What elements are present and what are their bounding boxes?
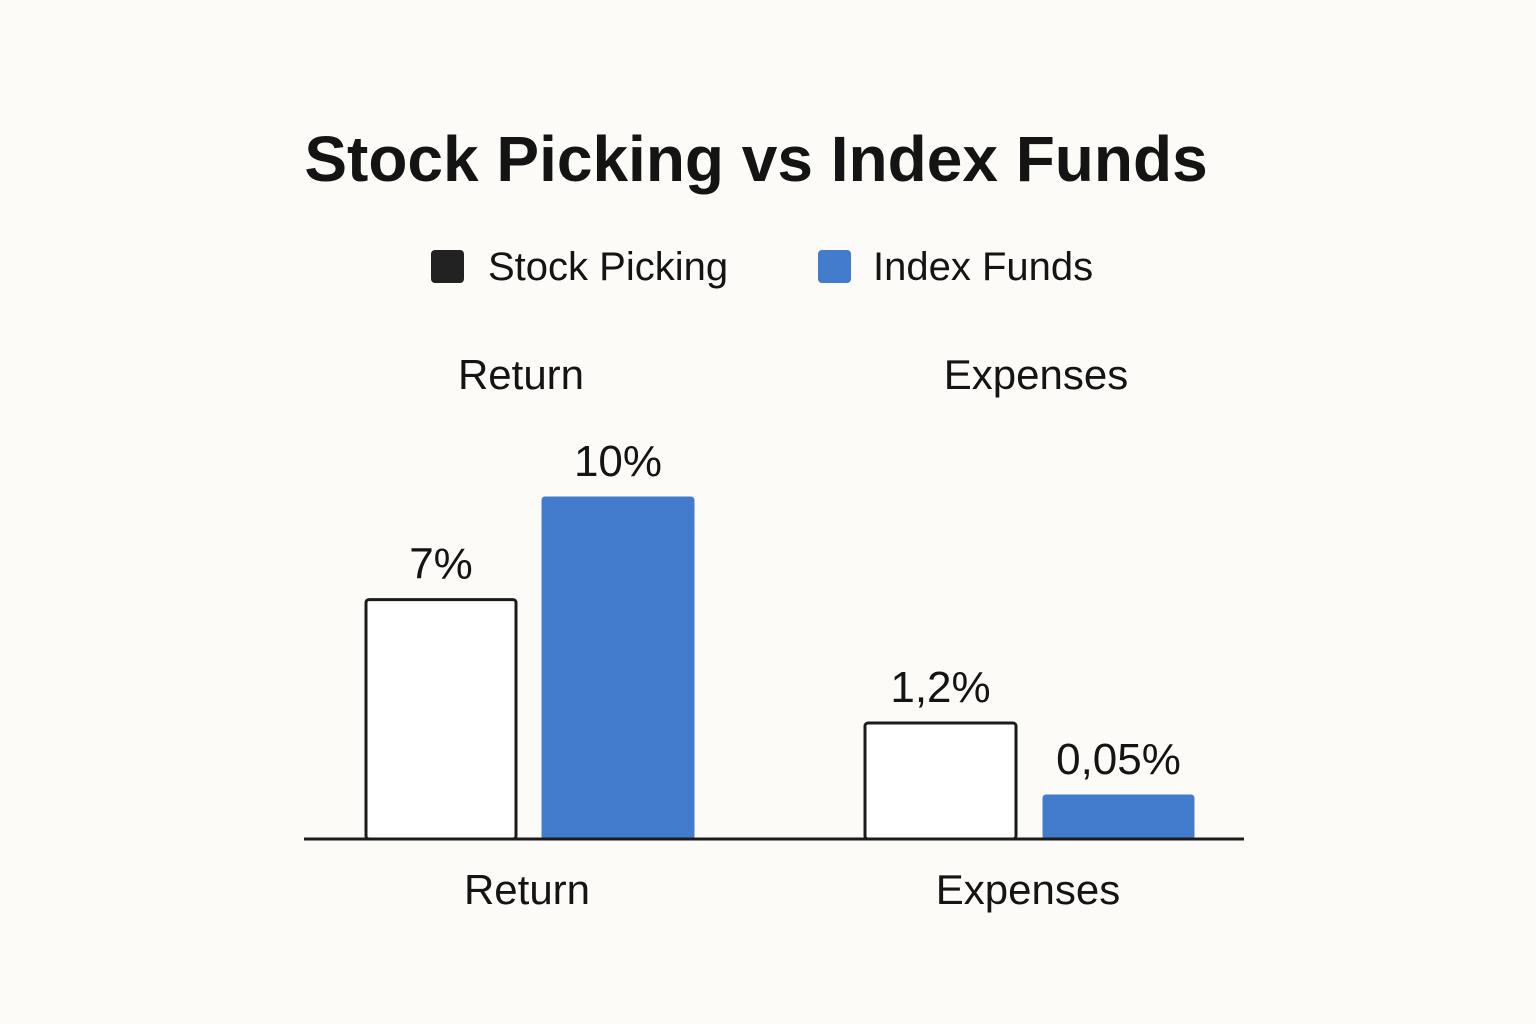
value-label-expenses-index-funds: 0,05%: [1056, 735, 1181, 784]
group-title-return: Return: [458, 351, 584, 398]
bar-expenses-index-funds: [1042, 794, 1195, 840]
group-title-expenses: Expenses: [944, 351, 1128, 398]
legend-label-stock-picking: Stock Picking: [488, 245, 728, 289]
value-labels-layer: 7% 10% 1,2% 0,05%: [409, 437, 1181, 784]
legend-swatch-index-funds: [818, 250, 851, 283]
value-label-return-stock-picking: 7%: [409, 540, 473, 589]
value-label-return-index-funds: 10%: [574, 437, 662, 486]
chart-title: Stock Picking vs Index Funds: [304, 123, 1207, 195]
x-axis-tick-expenses: Expenses: [936, 866, 1120, 913]
bar-return-index-funds: [541, 496, 695, 840]
bars-layer: [364, 496, 1195, 841]
bar-expenses-stock-picking: [863, 721, 1018, 841]
legend-label-index-funds: Index Funds: [873, 245, 1093, 289]
bar-return-stock-picking: [364, 598, 518, 841]
legend-swatch-stock-picking: [431, 250, 464, 283]
value-label-expenses-stock-picking: 1,2%: [890, 663, 990, 712]
legend: Stock Picking Index Funds: [431, 245, 1093, 289]
x-axis-tick-return: Return: [464, 866, 590, 913]
